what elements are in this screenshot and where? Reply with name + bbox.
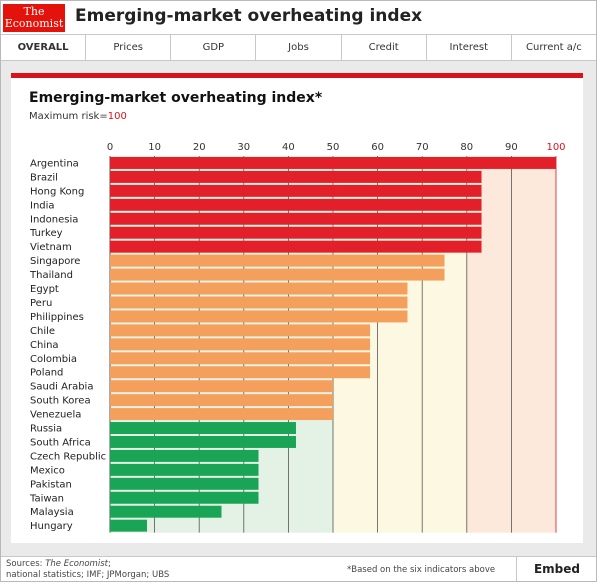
bar-singapore (110, 254, 445, 267)
x-tick-label: 0 (107, 142, 113, 153)
category-label: Mexico (30, 465, 65, 476)
x-tick-label: 80 (460, 142, 473, 153)
tab-overall[interactable]: OVERALL (1, 35, 86, 60)
category-label: Saudi Arabia (30, 382, 93, 393)
bar-peru (110, 296, 408, 309)
tab-gdp[interactable]: GDP (170, 35, 256, 60)
x-tick-label: 30 (237, 142, 250, 153)
category-label: Colombia (30, 354, 77, 365)
category-label: Pakistan (30, 479, 72, 490)
category-label: Venezuela (30, 410, 81, 421)
bar-czech-republic (110, 449, 259, 462)
x-tick-label: 100 (546, 142, 565, 153)
tab-interest[interactable]: Interest (425, 35, 511, 60)
bar-chart: 0 10 20 30 40 50 60 70 80 90 100 Argentina Brazil Hon… (29, 142, 566, 533)
bar-egypt (110, 282, 408, 295)
bar-india (110, 198, 482, 211)
tab-jobs[interactable]: Jobs (255, 35, 341, 60)
chart-panel: Emerging-market overheating index* Maxim… (11, 73, 583, 543)
category-label: Peru (30, 298, 52, 309)
subtitle-prefix: Maximum risk= (29, 111, 108, 122)
tab-prices[interactable]: Prices (85, 35, 171, 60)
footnote: *Based on the six indicators above (347, 565, 496, 575)
x-tick-label: 10 (148, 142, 161, 153)
app-title: Emerging-market overheating index (75, 6, 423, 26)
bar-south-africa (110, 436, 296, 448)
economist-logo[interactable]: The Economist (3, 4, 65, 32)
category-label: Malaysia (30, 507, 74, 518)
category-label: Thailand (29, 270, 73, 281)
sources-prefix: Sources: (6, 559, 46, 569)
x-tick-label: 50 (327, 142, 340, 153)
category-label: South Africa (30, 437, 91, 448)
bar-hong-kong (110, 184, 482, 197)
sources-italic: The Economist (45, 559, 108, 569)
bar-malaysia (110, 505, 222, 518)
category-label: Vietnam (30, 242, 72, 253)
category-label: Philippines (30, 312, 84, 323)
bar-china (110, 338, 371, 351)
chart-subtitle: Maximum risk=100 (29, 111, 127, 122)
category-label: Chile (30, 326, 55, 337)
category-label: Hong Kong (30, 186, 84, 197)
category-label: Hungary (30, 521, 73, 532)
category-label: South Korea (30, 396, 91, 407)
sources: Sources: The Economist; national statist… (6, 559, 169, 581)
header: The Economist Emerging-market overheatin… (1, 1, 596, 34)
chart-title: Emerging-market overheating index* (29, 90, 323, 106)
category-label: Singapore (30, 256, 80, 267)
x-tick-label: 20 (193, 142, 206, 153)
bar-south-korea (110, 394, 333, 407)
bar-brazil (110, 170, 482, 183)
footer: Sources: The Economist; national statist… (1, 556, 596, 581)
x-tick-label: 90 (505, 142, 518, 153)
tab-credit[interactable]: Credit (340, 35, 426, 60)
sources-line-2: national statistics; IMF; JPMorgan; UBS (6, 570, 170, 580)
bar-philippines (110, 310, 408, 323)
bar-venezuela (110, 408, 333, 421)
sources-suffix: ; (107, 559, 111, 569)
category-label: China (30, 340, 59, 351)
category-label: Turkey (29, 228, 63, 239)
category-label: Indonesia (30, 214, 78, 225)
tab-bar: OVERALL Prices GDP Jobs Credit Interest … (1, 34, 596, 61)
x-tick-label: 40 (282, 142, 295, 153)
bar-mexico (110, 463, 259, 476)
embed-button[interactable]: Embed (516, 557, 597, 581)
bar-colombia (110, 352, 371, 365)
category-label: Russia (30, 424, 62, 435)
bar-turkey (110, 226, 482, 239)
bar-poland (110, 366, 371, 379)
category-label: Taiwan (29, 493, 64, 504)
content-area: Emerging-market overheating index* Maxim… (1, 61, 596, 556)
category-label: Argentina (30, 158, 79, 169)
subtitle-value: 100 (107, 111, 127, 122)
bar-saudi-arabia (110, 380, 333, 393)
tab-current-account[interactable]: Current a/c (510, 35, 596, 60)
bar-indonesia (110, 212, 482, 225)
bar-hungary (110, 519, 148, 532)
logo-line-2: Economist (4, 17, 64, 30)
bar-vietnam (110, 240, 482, 253)
category-label: Egypt (30, 284, 59, 295)
category-label: India (30, 200, 55, 211)
x-tick-label: 70 (416, 142, 429, 153)
bar-taiwan (110, 491, 259, 504)
bar-chile (110, 324, 371, 337)
category-label: Poland (30, 368, 63, 379)
bar-thailand (110, 268, 445, 281)
bar-pakistan (110, 477, 259, 490)
logo-line-1: The (23, 5, 45, 18)
category-label: Czech Republic (30, 451, 106, 462)
x-tick-label: 60 (371, 142, 384, 153)
bar-russia (110, 422, 296, 434)
bar-argentina (110, 157, 556, 169)
category-label: Brazil (30, 172, 58, 183)
